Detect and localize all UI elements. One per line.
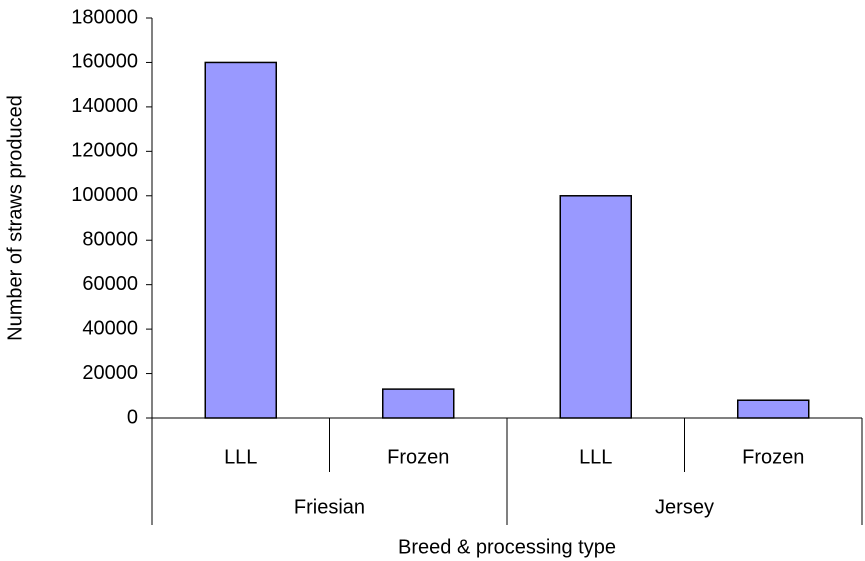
- y-tick-label: 40000: [82, 317, 138, 339]
- bar: [204, 61, 277, 419]
- group-label: Jersey: [655, 496, 714, 518]
- y-axis-title: Number of straws produced: [4, 95, 26, 341]
- y-tick-label: 140000: [71, 95, 138, 117]
- y-tick-label: 100000: [71, 184, 138, 206]
- y-tick-label: 80000: [82, 229, 138, 251]
- y-tick-label: 20000: [82, 362, 138, 384]
- x-tick-label: Frozen: [742, 446, 804, 468]
- bar: [382, 388, 455, 419]
- x-tick-label: LLL: [224, 446, 257, 468]
- y-tick-label: 120000: [71, 140, 138, 162]
- x-tick-label: Frozen: [387, 446, 449, 468]
- y-tick-label: 0: [127, 406, 138, 428]
- y-tick-label: 180000: [71, 6, 138, 28]
- y-tick-label: 160000: [71, 51, 138, 73]
- group-label: Friesian: [294, 496, 365, 518]
- x-axis-title: Breed & processing type: [398, 536, 616, 558]
- bar: [559, 195, 632, 419]
- y-tick-label: 60000: [82, 273, 138, 295]
- x-tick-label: LLL: [579, 446, 612, 468]
- bar: [737, 399, 810, 419]
